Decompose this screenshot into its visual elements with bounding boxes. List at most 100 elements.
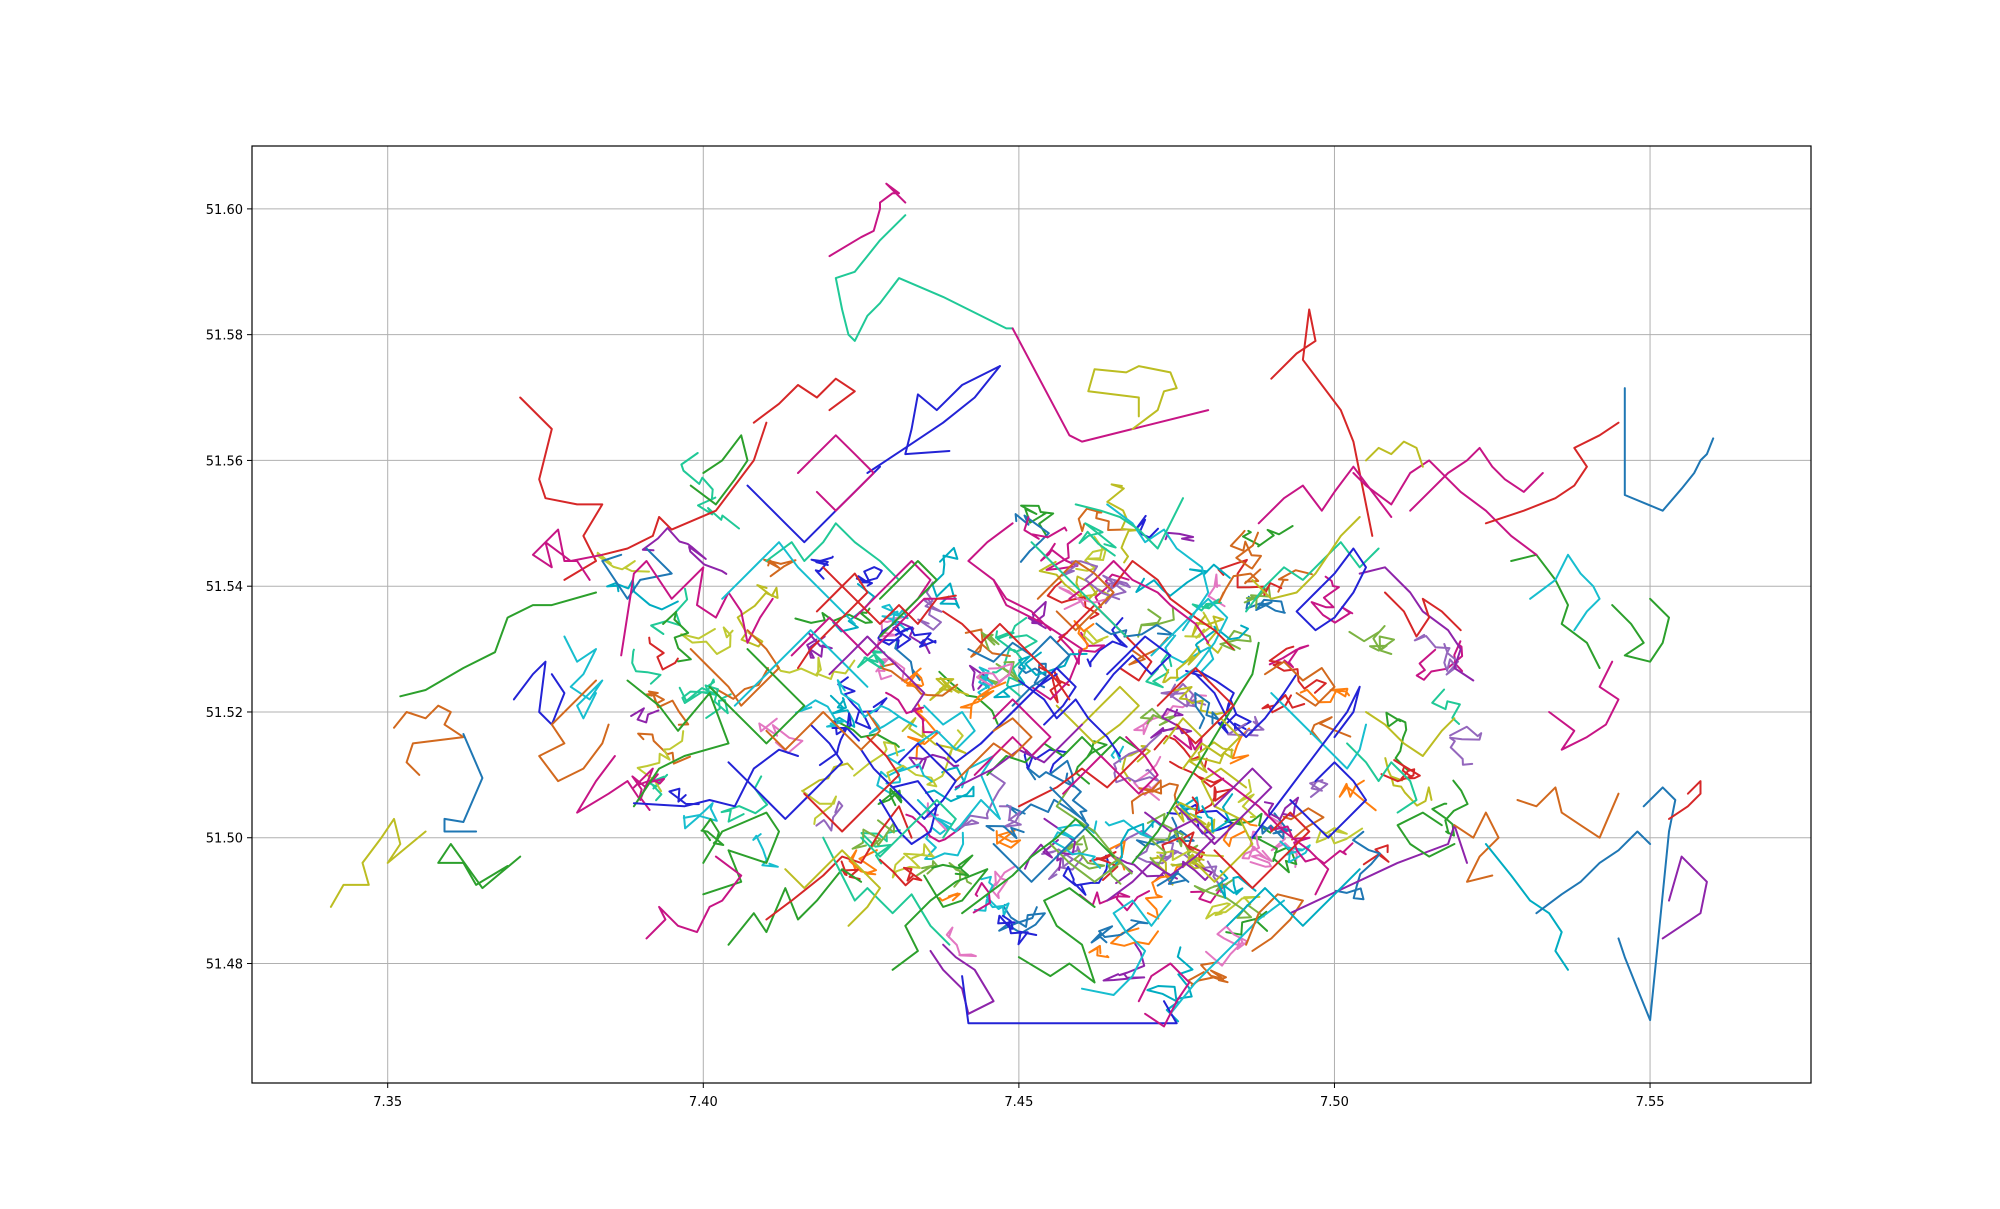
route-line: [945, 926, 977, 958]
route-line: [1195, 624, 1249, 654]
y-tick-label: 51.54: [206, 580, 243, 595]
route-line: [601, 421, 768, 556]
route-line: [1611, 597, 1670, 663]
route-line: [1661, 855, 1708, 940]
route-line: [992, 786, 1090, 883]
x-tick-label: 7.50: [1320, 1095, 1349, 1110]
route-line: [443, 733, 484, 833]
route-line: [916, 755, 1001, 833]
route-line: [1217, 869, 1257, 899]
route-line: [1251, 516, 1361, 600]
route-line: [1529, 553, 1601, 632]
route-line: [1201, 793, 1234, 833]
route-line: [631, 648, 662, 685]
route-line: [1130, 779, 1179, 815]
route-line: [1251, 685, 1361, 839]
route-line: [1207, 573, 1226, 608]
route-line: [1270, 308, 1374, 537]
route-line: [1150, 707, 1193, 739]
route-line: [576, 755, 654, 814]
route-line: [1218, 568, 1262, 603]
route-line: [855, 566, 883, 587]
route-line: [1106, 503, 1210, 632]
route-line: [894, 637, 921, 681]
route-line: [1090, 919, 1149, 944]
y-tick-label: 51.58: [206, 329, 243, 344]
route-line: [1107, 858, 1133, 885]
route-line: [648, 636, 679, 671]
y-tick-label: 51.60: [206, 203, 243, 218]
route-line: [972, 882, 991, 914]
route-line: [437, 843, 522, 890]
route-line: [1173, 686, 1229, 716]
y-axis-ticks: 51.48 51.50 51.52 51.54 51.56 51.58 51.60: [206, 203, 252, 973]
grid: [252, 146, 1811, 1083]
route-line: [1358, 566, 1475, 682]
route-line: [1060, 835, 1106, 870]
route-line: [1062, 854, 1109, 896]
route-line: [1088, 944, 1110, 959]
route-line: [1409, 446, 1544, 512]
route-line: [519, 396, 604, 581]
route-line: [1077, 507, 1127, 533]
route-line: [935, 717, 1033, 783]
route-line: [1017, 748, 1147, 808]
route-line: [981, 631, 1000, 651]
route-line: [1030, 541, 1128, 638]
route-line: [1243, 585, 1271, 609]
route-line: [879, 560, 938, 638]
route-line: [1162, 645, 1201, 684]
route-line: [866, 365, 1001, 474]
route-line: [329, 817, 427, 908]
route-line: [721, 541, 856, 625]
route-line: [720, 775, 769, 823]
route-line: [1264, 660, 1336, 707]
route-line: [916, 704, 976, 751]
route-line: [1241, 830, 1267, 860]
route-line: [678, 678, 732, 704]
route-line: [1163, 717, 1241, 770]
route-line: [1081, 899, 1172, 996]
route-line: [877, 787, 903, 807]
route-line: [1017, 679, 1121, 757]
route-line: [538, 679, 610, 783]
route-line: [1245, 541, 1380, 613]
route-line: [1213, 811, 1311, 890]
route-line: [1396, 811, 1456, 858]
route-line: [727, 868, 863, 946]
y-tick-label: 51.56: [206, 454, 243, 469]
route-line: [992, 578, 1083, 701]
route-line: [626, 679, 730, 808]
route-line: [1156, 667, 1235, 745]
route-line: [1169, 760, 1225, 788]
route-line: [1049, 786, 1121, 883]
route-line: [1282, 807, 1325, 841]
route-line: [998, 805, 1022, 828]
route-line: [1245, 893, 1304, 952]
route-line: [758, 717, 804, 754]
route-line: [1449, 725, 1483, 766]
route-line: [1268, 644, 1310, 669]
route-line: [1205, 895, 1261, 920]
route-line: [885, 742, 957, 820]
route-line: [967, 635, 1071, 707]
route-line: [938, 892, 961, 902]
route-line: [662, 610, 692, 663]
route-line: [1334, 830, 1381, 901]
x-tick-label: 7.55: [1636, 1095, 1665, 1110]
route-line: [1484, 843, 1569, 971]
route-line: [1024, 651, 1088, 676]
route-line: [803, 736, 900, 833]
route-line: [885, 763, 933, 785]
route-line: [908, 753, 960, 770]
route-line: [954, 723, 1083, 789]
route-line: [606, 578, 679, 611]
route-line: [876, 748, 906, 797]
route-line: [1156, 849, 1224, 861]
route-line: [1058, 586, 1108, 610]
route-line: [1078, 522, 1117, 557]
route-line: [668, 787, 700, 806]
route-line: [998, 903, 1046, 935]
route-line: [1263, 796, 1300, 820]
